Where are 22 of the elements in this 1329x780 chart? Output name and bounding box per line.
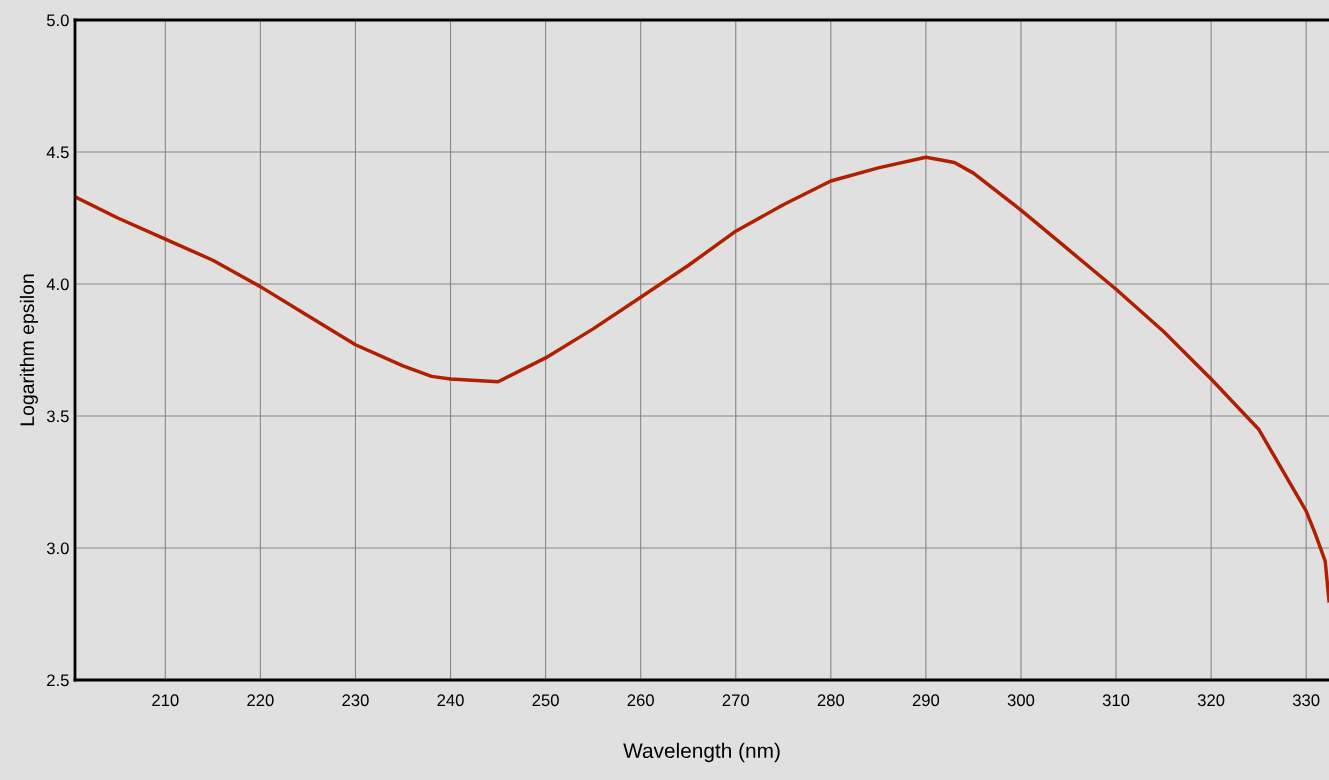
y-tick-label: 4.5 xyxy=(46,146,69,159)
x-tick-label: 280 xyxy=(817,694,845,707)
y-tick-label: 5.0 xyxy=(46,14,69,27)
x-tick-label: 260 xyxy=(627,694,654,707)
x-tick-label: 270 xyxy=(722,694,749,707)
x-tick-label: 210 xyxy=(152,694,179,707)
x-tick-label: 310 xyxy=(1102,694,1130,707)
y-tick-label: 3.0 xyxy=(46,542,69,555)
y-tick-label: 4.0 xyxy=(46,278,69,291)
x-tick-label: 250 xyxy=(532,694,559,707)
x-tick-label: 230 xyxy=(342,694,369,707)
y-tick-label: 3.5 xyxy=(46,410,69,423)
y-axis-title: Logarithm epsilon xyxy=(19,274,38,426)
line-series xyxy=(75,155,1329,603)
x-tick-label: 220 xyxy=(247,694,274,707)
x-tick-label: 300 xyxy=(1007,694,1035,707)
y-tick-label: 2.5 xyxy=(47,674,69,687)
x-tick-label: 330 xyxy=(1292,694,1320,707)
x-axis-title: Wavelength (nm) xyxy=(623,742,780,763)
x-tick-label: 290 xyxy=(912,694,940,707)
x-tick-label: 320 xyxy=(1197,694,1225,707)
x-tick-label: 240 xyxy=(437,694,464,707)
